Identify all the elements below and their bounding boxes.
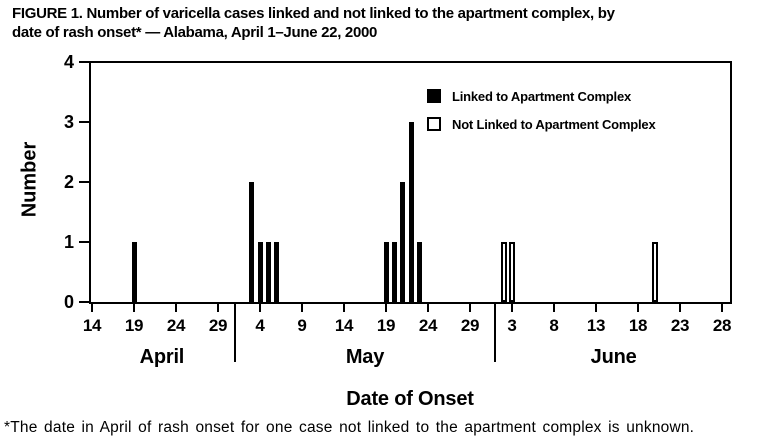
x-axis-tick xyxy=(217,304,219,312)
x-axis-tick-label: 18 xyxy=(628,316,648,335)
bar-linked-may-6 xyxy=(274,242,280,302)
bar-linked-may-19 xyxy=(383,242,389,302)
bar-linked-may-3 xyxy=(249,182,255,302)
x-axis-tick-label: 19 xyxy=(376,316,396,335)
bar-linked-april-19 xyxy=(131,242,137,302)
y-axis-tick xyxy=(79,181,89,183)
x-axis-tick-label: 19 xyxy=(124,316,144,335)
x-axis-tick xyxy=(553,304,555,312)
x-axis-tick xyxy=(91,304,93,312)
x-axis-tick-label: 28 xyxy=(712,316,732,335)
figure-title-line1: FIGURE 1. Number of varicella cases link… xyxy=(12,5,615,22)
footnote: *The date in April of rash onset for one… xyxy=(4,419,695,436)
bar-linked-may-5 xyxy=(265,242,271,302)
month-label-june: June xyxy=(590,346,637,368)
x-axis-tick xyxy=(595,304,597,312)
figure-title-line2: date of rash onset* — Alabama, April 1–J… xyxy=(12,24,378,41)
x-axis-tick-label: 4 xyxy=(255,316,265,335)
x-axis-tick-label: 8 xyxy=(549,316,559,335)
bar-linked-may-23 xyxy=(417,242,423,302)
x-axis-tick xyxy=(469,304,471,312)
x-axis-tick-label: 24 xyxy=(166,316,186,335)
y-axis-tick xyxy=(79,121,89,123)
x-axis-tick-label: 24 xyxy=(418,316,438,335)
month-label-may: May xyxy=(345,346,385,368)
y-axis-tick xyxy=(79,61,89,63)
legend-label-not-linked: Not Linked to Apartment Complex xyxy=(452,117,656,132)
x-axis-tick xyxy=(679,304,681,312)
bar-linked-may-4 xyxy=(257,242,263,302)
x-axis-tick xyxy=(133,304,135,312)
y-axis-tick-label: 2 xyxy=(63,172,74,192)
bar-notlinked-june-3 xyxy=(509,242,515,302)
legend-label-linked: Linked to Apartment Complex xyxy=(452,89,632,104)
x-axis-tick-label: 29 xyxy=(460,316,480,335)
x-axis-tick xyxy=(427,304,429,312)
x-axis-tick-label: 14 xyxy=(82,316,102,335)
x-axis-tick xyxy=(511,304,513,312)
open-square-icon xyxy=(427,117,441,131)
y-axis-tick-label: 3 xyxy=(63,112,74,132)
x-axis-tick-label: 3 xyxy=(507,316,517,335)
bar-notlinked-june-20 xyxy=(651,242,658,302)
x-axis-tick-label: 23 xyxy=(670,316,690,335)
y-axis-title: Number xyxy=(18,141,41,218)
x-axis-tick xyxy=(301,304,303,312)
x-axis-tick xyxy=(385,304,387,312)
month-separator xyxy=(494,304,497,362)
x-axis-tick xyxy=(259,304,261,312)
x-axis-title: Date of Onset xyxy=(346,388,474,410)
month-label-april: April xyxy=(139,346,185,368)
x-axis-tick xyxy=(175,304,177,312)
y-axis-tick-label: 4 xyxy=(63,52,74,72)
y-axis-tick-label: 0 xyxy=(63,292,74,312)
bar-linked-may-22 xyxy=(408,122,414,302)
x-axis-tick xyxy=(721,304,723,312)
x-axis-tick-label: 14 xyxy=(334,316,354,335)
bar-notlinked-june-2 xyxy=(500,242,507,302)
x-axis-tick xyxy=(637,304,639,312)
x-axis-tick xyxy=(343,304,345,312)
bar-linked-may-20 xyxy=(391,242,397,302)
bar-linked-may-21 xyxy=(400,182,406,302)
y-axis-tick xyxy=(79,301,89,303)
month-separator xyxy=(233,304,236,362)
x-axis-tick-label: 13 xyxy=(586,316,606,335)
y-axis-tick-label: 1 xyxy=(63,232,74,252)
x-axis-tick-label: 29 xyxy=(208,316,228,335)
filled-square-icon xyxy=(427,89,441,103)
figure-title: FIGURE 1. Number of varicella cases link… xyxy=(12,4,754,42)
x-axis-tick-label: 9 xyxy=(297,316,307,335)
y-axis-tick xyxy=(79,241,89,243)
